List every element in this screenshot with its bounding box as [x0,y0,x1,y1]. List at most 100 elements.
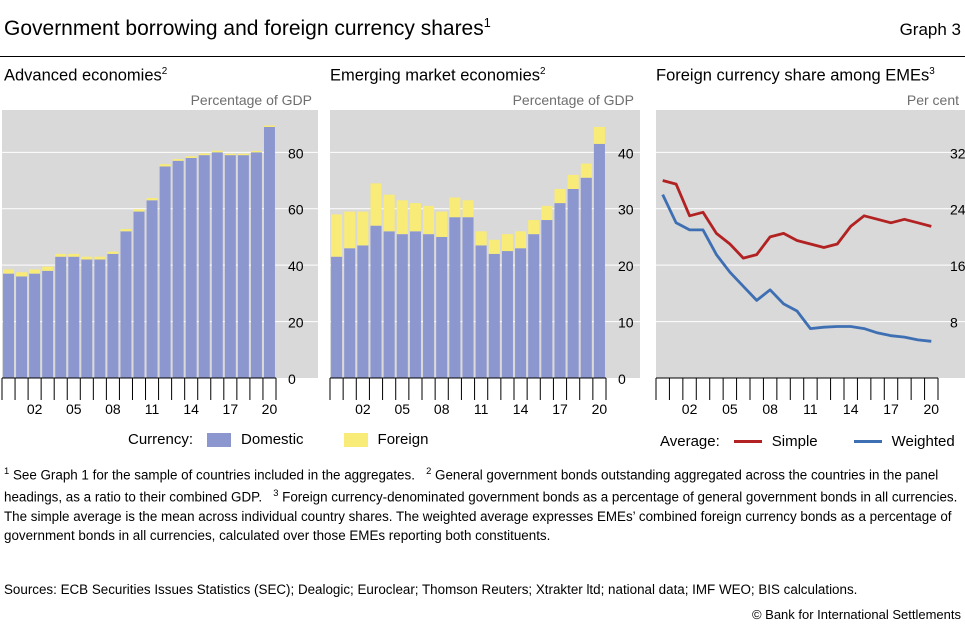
bar-foreign [331,214,343,257]
bar-domestic [528,234,540,378]
unit-label-advanced: Percentage of GDP [191,92,312,108]
bar-domestic [357,245,369,378]
footnote-1: See Graph 1 for the sample of countries … [12,467,415,483]
bar-foreign [501,234,513,252]
bar-domestic [475,245,487,378]
x-tick-label-emerging: 17 [552,401,568,417]
legend-title-currency: Currency: [128,431,194,448]
bar-foreign [344,211,356,249]
bar-foreign [263,125,275,127]
y-tick-label-advanced: 0 [288,371,296,387]
bar-foreign [357,211,369,246]
bar-foreign [172,159,184,161]
legend-label-simple: Simple [771,433,818,450]
bar-domestic [42,270,54,378]
bar-domestic [172,160,184,378]
bar-domestic [68,256,80,378]
x-tick-label-emerging: 08 [434,401,450,417]
footnotes: 1 See Graph 1 for the sample of countrie… [4,466,958,543]
bar-foreign [383,194,395,232]
x-tick-label-advanced: 05 [66,401,82,417]
y-tick-label-advanced: 40 [288,258,304,274]
x-tick-label-advanced: 02 [27,401,43,417]
bar-foreign [211,150,223,153]
bar-domestic [120,231,132,378]
y-tick-label-fx-share: 16 [950,258,965,274]
footnote-2: General government bonds outstanding agg… [4,467,939,505]
bar-domestic [224,155,236,378]
legend-label-foreign: Foreign [377,431,429,448]
x-tick-label-emerging: 11 [474,401,489,417]
bar-domestic [488,253,500,378]
bar-foreign [396,200,408,235]
bar-domestic [383,231,395,378]
bar-foreign [68,253,80,257]
bar-foreign [29,269,41,274]
bar-domestic [94,259,106,378]
x-tick-label-advanced: 08 [105,401,121,417]
x-tick-label-emerging: 02 [355,401,371,417]
bar-domestic [344,248,356,378]
bar-domestic [370,225,382,378]
legend-title-average: Average: [660,433,720,450]
legend-swatch-domestic [207,432,232,447]
bar-domestic [593,143,605,378]
x-tick-label-fx-share: 02 [682,401,698,417]
x-tick-label-fx-share: 20 [923,401,939,417]
bar-foreign [436,211,448,237]
bar-foreign [146,198,158,201]
x-tick-label-advanced: 11 [145,401,160,417]
sources-note: Sources: ECB Securities Issues Statistic… [4,582,858,597]
bar-domestic [409,231,421,378]
series-line-simple [662,179,932,260]
y-tick-label-fx-share: 8 [950,315,958,331]
graph-title: Government borrowing and foreign currenc… [4,16,491,40]
legend-line-simple [733,440,762,443]
bar-domestic [580,177,592,378]
bar-domestic [211,152,223,378]
bar-foreign [593,126,605,144]
legend-label-domestic: Domestic [241,431,304,448]
y-tick-label-emerging: 0 [618,371,626,387]
bar-foreign [3,269,15,274]
legend-line-weighted [853,440,882,443]
x-tick-label-fx-share: 17 [883,401,899,417]
bar-foreign [449,197,461,218]
graph-number: Graph 3 [899,20,961,39]
bar-foreign [475,231,487,246]
bar-foreign [409,203,421,232]
bar-domestic [159,166,171,378]
bar-foreign [133,209,145,212]
bar-foreign [16,272,28,277]
bar-domestic [567,188,579,378]
bar-domestic [515,248,527,378]
y-tick-label-emerging: 40 [618,145,634,161]
panel-title-emerging: Emerging market economies2 [330,66,546,85]
bar-domestic [554,203,566,378]
bar-domestic [146,200,158,378]
x-tick-label-fx-share: 05 [722,401,738,417]
x-tick-label-emerging: 14 [513,401,529,417]
bar-domestic [501,251,513,378]
y-tick-label-advanced: 80 [288,145,304,161]
bar-domestic [541,220,553,378]
bar-domestic [16,276,28,378]
bar-foreign [237,153,249,156]
bar-foreign [94,256,106,260]
bar-foreign [250,150,262,153]
bar-foreign [198,153,210,156]
legend-label-weighted: Weighted [891,433,955,450]
bar-domestic [81,259,93,378]
bar-foreign [488,239,500,254]
unit-label-emerging: Percentage of GDP [513,92,634,108]
panel-title-fx-share: Foreign currency share among EMEs3 [656,66,935,85]
bar-domestic [198,155,210,378]
y-tick-label-emerging: 10 [618,315,634,331]
y-tick-label-advanced: 60 [288,202,304,218]
bar-foreign [185,156,197,158]
bar-foreign [159,164,171,167]
footnote-3: Foreign currency-denominated government … [4,489,958,543]
bar-domestic [29,273,41,378]
bar-foreign [55,253,67,257]
x-tick-label-emerging: 20 [592,401,608,417]
